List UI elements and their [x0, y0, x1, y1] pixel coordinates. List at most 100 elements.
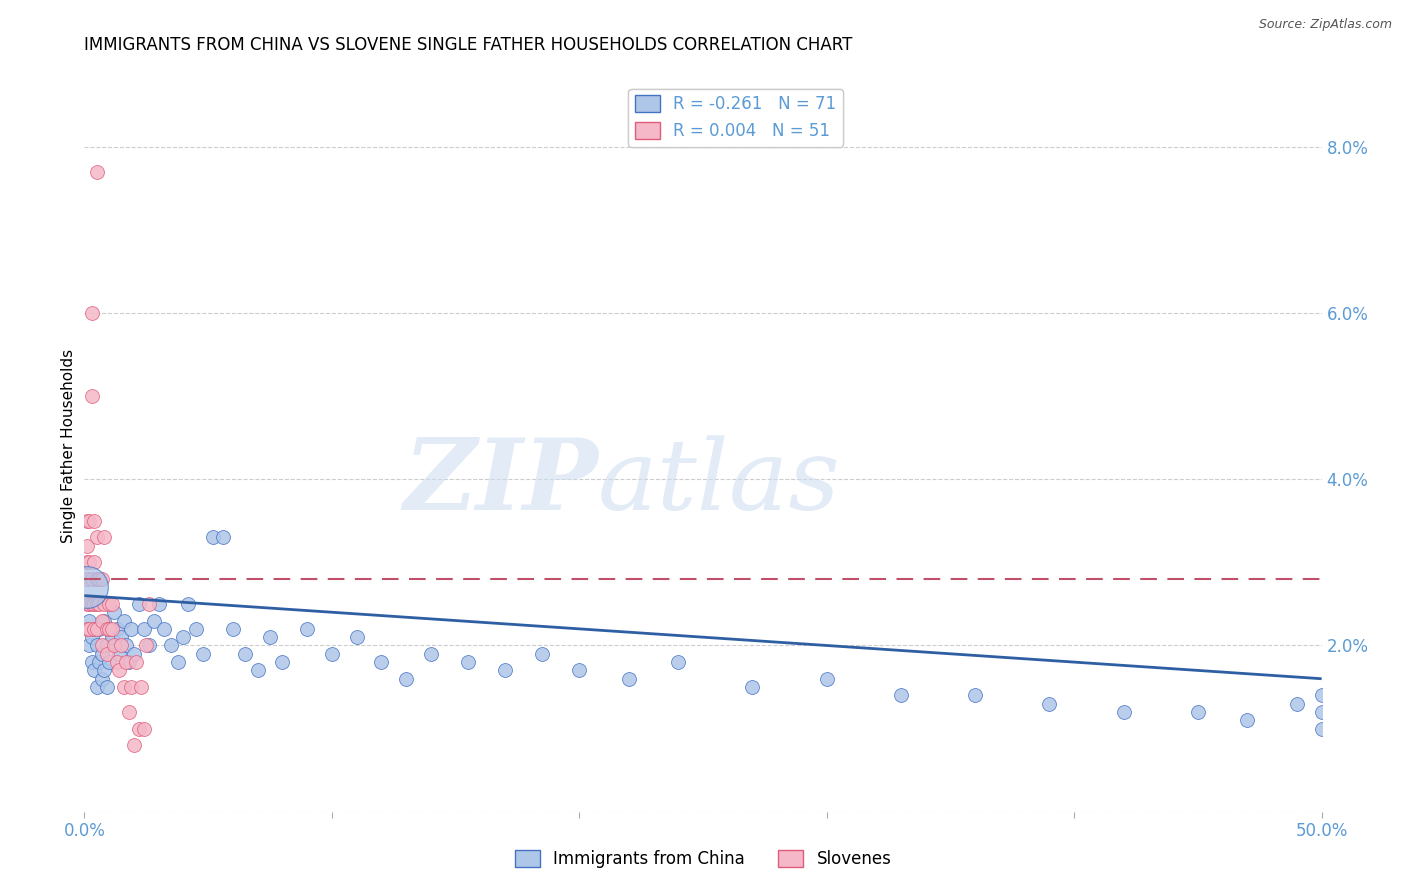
Point — [76, 580, 98, 594]
Point — [100, 622, 122, 636]
Point — [90, 672, 112, 686]
Point — [93, 597, 115, 611]
Text: atlas: atlas — [598, 435, 841, 530]
Point — [246, 664, 269, 678]
Point — [965, 689, 987, 703]
Point — [191, 647, 214, 661]
Point — [160, 639, 183, 653]
Point — [79, 622, 101, 636]
Point — [86, 572, 108, 586]
Point — [76, 622, 98, 636]
Point — [177, 597, 200, 611]
Point — [128, 597, 150, 611]
Point — [103, 639, 125, 653]
Legend: Immigrants from China, Slovenes: Immigrants from China, Slovenes — [508, 843, 898, 875]
Point — [89, 597, 111, 611]
Point — [86, 530, 108, 544]
Point — [79, 614, 101, 628]
Point — [108, 647, 131, 661]
Point — [89, 622, 111, 636]
Point — [1310, 689, 1333, 703]
Point — [86, 639, 108, 653]
Point — [1112, 705, 1135, 719]
Point — [138, 639, 160, 653]
Point — [148, 597, 170, 611]
Point — [76, 514, 98, 528]
Point — [112, 614, 135, 628]
Point — [132, 722, 155, 736]
Point — [86, 622, 108, 636]
Point — [890, 689, 912, 703]
Point — [98, 655, 121, 669]
Point — [90, 572, 112, 586]
Point — [96, 622, 118, 636]
Point — [395, 672, 418, 686]
Point — [152, 622, 174, 636]
Point — [110, 630, 132, 644]
Point — [80, 655, 103, 669]
Point — [531, 647, 554, 661]
Point — [96, 647, 118, 661]
Point — [125, 655, 148, 669]
Point — [259, 630, 281, 644]
Point — [76, 555, 98, 569]
Point — [370, 655, 392, 669]
Point — [815, 672, 838, 686]
Point — [93, 664, 115, 678]
Point — [346, 630, 368, 644]
Point — [80, 389, 103, 403]
Point — [132, 622, 155, 636]
Point — [118, 705, 141, 719]
Point — [90, 614, 112, 628]
Point — [100, 630, 122, 644]
Point — [494, 664, 516, 678]
Point — [457, 655, 479, 669]
Point — [120, 680, 142, 694]
Point — [115, 655, 138, 669]
Point — [76, 572, 98, 586]
Point — [1038, 697, 1060, 711]
Point — [138, 597, 160, 611]
Y-axis label: Single Father Households: Single Father Households — [60, 349, 76, 543]
Point — [142, 614, 165, 628]
Point — [90, 639, 112, 653]
Point — [233, 647, 256, 661]
Point — [167, 655, 190, 669]
Point — [419, 647, 441, 661]
Point — [86, 680, 108, 694]
Text: Source: ZipAtlas.com: Source: ZipAtlas.com — [1258, 18, 1392, 31]
Point — [271, 655, 294, 669]
Point — [98, 622, 121, 636]
Point — [79, 597, 101, 611]
Point — [76, 539, 98, 553]
Point — [128, 722, 150, 736]
Point — [80, 630, 103, 644]
Text: IMMIGRANTS FROM CHINA VS SLOVENE SINGLE FATHER HOUSEHOLDS CORRELATION CHART: IMMIGRANTS FROM CHINA VS SLOVENE SINGLE … — [84, 36, 852, 54]
Point — [90, 647, 112, 661]
Point — [105, 622, 128, 636]
Legend: R = -0.261   N = 71, R = 0.004   N = 51: R = -0.261 N = 71, R = 0.004 N = 51 — [628, 88, 844, 146]
Point — [96, 680, 118, 694]
Point — [83, 555, 105, 569]
Point — [93, 614, 115, 628]
Point — [1310, 722, 1333, 736]
Point — [98, 597, 121, 611]
Point — [1285, 697, 1308, 711]
Point — [222, 622, 245, 636]
Point — [115, 639, 138, 653]
Point — [295, 622, 318, 636]
Point — [86, 597, 108, 611]
Text: ZIP: ZIP — [404, 434, 598, 531]
Point — [741, 680, 763, 694]
Point — [321, 647, 343, 661]
Point — [666, 655, 689, 669]
Point — [1236, 714, 1258, 728]
Point — [105, 655, 128, 669]
Point — [135, 639, 157, 653]
Point — [1310, 705, 1333, 719]
Point — [122, 738, 145, 752]
Point — [568, 664, 591, 678]
Point — [79, 555, 101, 569]
Point — [172, 630, 194, 644]
Point — [1187, 705, 1209, 719]
